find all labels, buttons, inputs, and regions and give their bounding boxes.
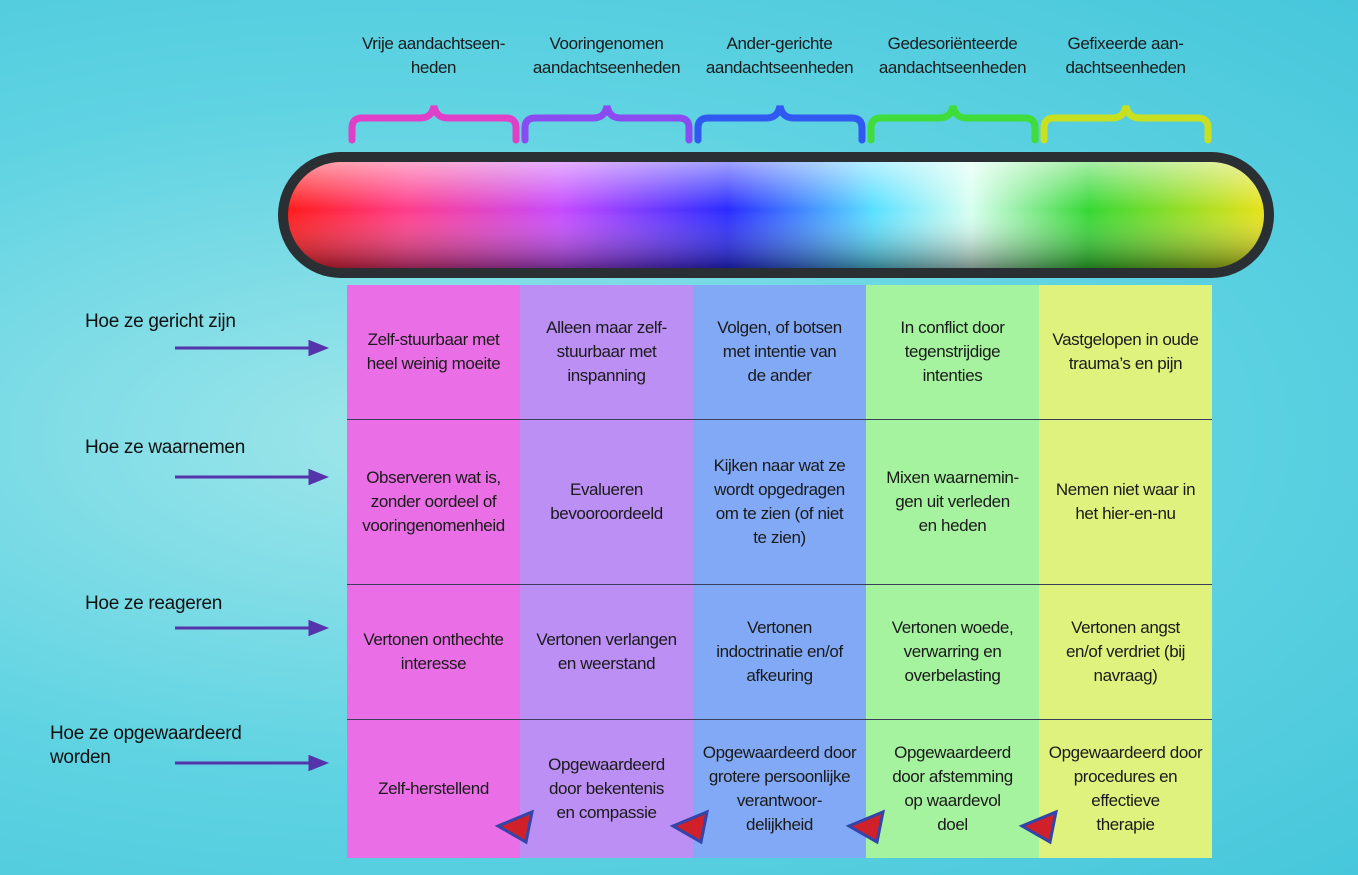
row-label: Hoe ze gericht zijn: [85, 310, 236, 334]
cell: Zelf-herstellend: [347, 720, 520, 858]
cell: Zelf-stuurbaar met heel weinig moeite: [347, 285, 520, 420]
cell: Opgewaardeerd door afstemming op waardev…: [866, 720, 1039, 858]
column-header: Vrije aandachtseen- heden: [337, 22, 530, 90]
cell: Vertonen onthechte interesse: [347, 585, 520, 720]
cell: Nemen niet waar in het hier-en-nu: [1039, 420, 1212, 585]
cell: Opgewaardeerd door grotere persoonlijke …: [693, 720, 866, 858]
cell: Vastgelopen in oude trauma’s en pijn: [1039, 285, 1212, 420]
cell: Opgewaardeerd door bekentenis en compass…: [520, 720, 693, 858]
cell: Alleen maar zelf- stuurbaar met inspanni…: [520, 285, 693, 420]
cell: Vertonen verlangen en weerstand: [520, 585, 693, 720]
column-header: Gedesoriënteerde aandachtseenheden: [856, 22, 1049, 90]
cell: Volgen, of botsen met intentie van de an…: [693, 285, 866, 420]
cell: Vertonen woede, verwarring en overbelast…: [866, 585, 1039, 720]
column-header: Vooringenomen aandachtseenheden: [510, 22, 703, 90]
row-label: Hoe ze reageren: [85, 592, 222, 616]
cell: Kijken naar wat ze wordt opgedragen om t…: [693, 420, 866, 585]
cell: Observeren wat is, zonder oordeel of voo…: [347, 420, 520, 585]
cell: Opgewaardeerd door procedures en effecti…: [1039, 720, 1212, 858]
column-header: Ander-gerichte aandachtseenheden: [683, 22, 876, 90]
row-label: Hoe ze waarnemen: [85, 436, 245, 460]
cell: Vertonen indoctrinatie en/of afkeuring: [693, 585, 866, 720]
cell: In conflict door tegenstrijdige intentie…: [866, 285, 1039, 420]
cell: Vertonen angst en/of verdriet (bij navra…: [1039, 585, 1212, 720]
cell: Mixen waarnemin- gen uit verleden en hed…: [866, 420, 1039, 585]
diagram: Vrije aandachtseen- heden Zelf-stuurbaar …: [0, 0, 1358, 875]
column-header: Gefixeerde aan- dachtseenheden: [1029, 22, 1222, 90]
cell: Evalueren bevooroordeeld: [520, 420, 693, 585]
row-label: Hoe ze opgewaardeerd worden: [50, 722, 242, 770]
